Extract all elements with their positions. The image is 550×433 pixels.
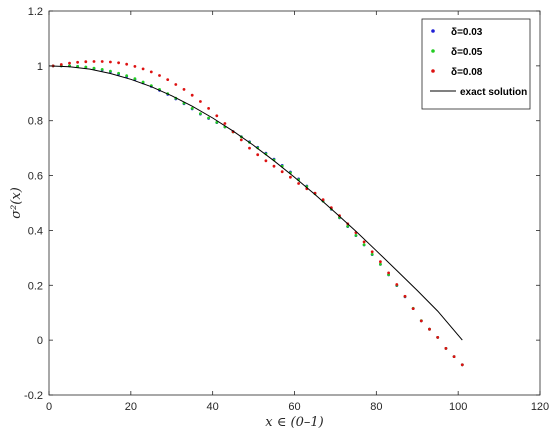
data-point: [223, 122, 227, 125]
data-point: [428, 327, 431, 331]
data-point: [174, 83, 178, 86]
data-point: [92, 60, 96, 63]
data-point: [297, 182, 300, 185]
data-point: [289, 175, 292, 179]
data-point: [125, 62, 129, 66]
data-point: [379, 262, 382, 266]
data-point: [362, 243, 366, 247]
y-tick-label: 0: [37, 335, 43, 347]
y-tick-label: 1: [37, 61, 43, 73]
data-point: [190, 93, 194, 97]
data-point: [207, 107, 211, 110]
data-point: [215, 121, 219, 124]
data-point: [403, 294, 407, 298]
data-point: [199, 112, 202, 115]
data-point: [264, 159, 268, 163]
data-point: [444, 347, 448, 350]
y-axis-label: σ²(x): [9, 187, 24, 219]
series-3: [51, 60, 464, 367]
data-point: [387, 271, 390, 275]
data-point: [133, 77, 137, 81]
data-point: [272, 164, 276, 168]
x-tick-label: 20: [125, 401, 137, 413]
data-point: [248, 146, 251, 150]
data-point: [109, 69, 112, 73]
y-tick-label: 0.4: [28, 225, 43, 237]
data-point: [100, 60, 104, 63]
legend-swatch: [431, 69, 435, 73]
plot-frame: [48, 10, 541, 396]
y-tick-label: 1.2: [28, 6, 43, 18]
data-point: [92, 66, 96, 70]
data-point: [166, 78, 170, 81]
data-point: [117, 61, 120, 65]
x-tick-label: 100: [449, 401, 467, 413]
legend-label: δ=0.05: [451, 47, 483, 58]
data-point: [158, 74, 161, 77]
data-point: [346, 224, 350, 228]
data-point: [215, 114, 219, 118]
x-tick-label: 120: [531, 401, 549, 413]
data-point: [354, 234, 358, 237]
data-point: [419, 319, 423, 323]
data-point: [109, 60, 112, 64]
data-point: [362, 240, 366, 244]
data-point: [207, 116, 211, 120]
x-axis-label: x ∈ (0–1): [265, 415, 323, 430]
series-4: [48, 65, 463, 341]
x-tick-label: 80: [370, 401, 382, 413]
data-point: [256, 153, 260, 157]
x-tick-label: 60: [288, 401, 300, 413]
data-point: [379, 260, 382, 264]
data-point: [68, 61, 71, 65]
data-point: [452, 355, 456, 358]
data-point: [133, 65, 137, 68]
data-point: [84, 60, 88, 64]
data-point: [141, 67, 145, 71]
data-point: [149, 70, 153, 74]
series-line: [48, 65, 463, 341]
data-point: [100, 68, 104, 71]
data-point: [370, 252, 374, 256]
legend-label: exact solution: [460, 87, 527, 98]
y-tick-label: 0.2: [28, 280, 43, 292]
y-tick-label: 0.6: [28, 171, 43, 183]
data-point: [59, 63, 63, 66]
data-point: [395, 283, 399, 286]
data-point: [125, 74, 129, 78]
data-point: [239, 138, 243, 142]
y-tick-label: 0.8: [28, 116, 43, 128]
legend-box: [421, 18, 531, 110]
data-point: [117, 71, 120, 75]
legend-swatch: [431, 49, 435, 53]
legend-label: δ=0.03: [451, 27, 483, 38]
legend: δ=0.03 δ=0.05 δ=0.08 exact solution: [421, 18, 531, 110]
data-point: [141, 80, 145, 84]
chart-marks: [48, 60, 464, 367]
data-point: [182, 88, 186, 91]
x-tick-label: 40: [207, 401, 219, 413]
legend-label: δ=0.08: [451, 67, 483, 78]
data-point: [76, 60, 79, 64]
data-point: [436, 336, 440, 339]
data-point: [190, 107, 194, 110]
legend-swatch: [431, 29, 435, 33]
data-point: [370, 250, 374, 254]
data-point: [460, 363, 464, 367]
y-tick-label: -0.2: [24, 390, 43, 402]
data-point: [84, 65, 88, 69]
x-tick-label: 0: [46, 401, 52, 413]
data-point: [199, 100, 202, 103]
data-point: [411, 307, 415, 310]
data-point: [280, 170, 284, 174]
